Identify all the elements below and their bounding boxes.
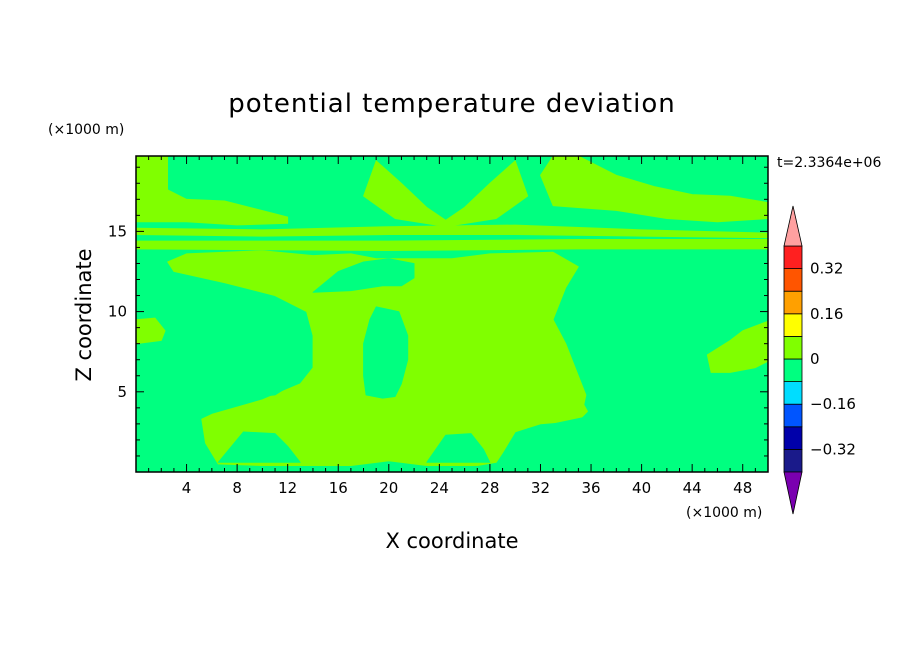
x-tick-label: 24 [430, 479, 449, 497]
colorbar-swatch [783, 381, 803, 405]
colorbar-label: −0.16 [810, 395, 856, 413]
region-left-edge-patch [136, 317, 166, 345]
region-stratosphere-band [136, 224, 768, 239]
x-tick-label: 40 [632, 479, 651, 497]
y-tick-label: 15 [108, 222, 127, 240]
region-center-green [363, 306, 409, 399]
y-tick-label: 10 [108, 303, 127, 321]
region-right-lower-green [502, 272, 768, 467]
x-axis-label: X coordinate [385, 529, 518, 553]
region-right-bump [706, 320, 768, 373]
region-left-top-edge [136, 156, 152, 194]
colorbar-swatch [783, 313, 803, 337]
y-axis-label: Z coordinate [72, 248, 96, 381]
x-tick-label: 20 [379, 479, 398, 497]
x-tick-label: 8 [232, 479, 242, 497]
x-tick-label: 4 [182, 479, 192, 497]
contour-field [136, 156, 768, 472]
x-tick-label: 48 [733, 479, 752, 497]
colorbar-swatch [783, 448, 803, 473]
colorbar-swatch [783, 290, 803, 315]
colorbar-under-arrow [783, 471, 803, 515]
x-axis-unit: (×1000 m) [686, 505, 762, 521]
chart-title: potential temperature deviation [228, 89, 675, 119]
x-tick-label: 44 [683, 479, 702, 497]
region-upper-right-band [540, 156, 768, 223]
colorbar-label: 0.16 [810, 305, 843, 323]
colorbar-label: −0.32 [810, 440, 856, 458]
region-tropopause-band [136, 238, 768, 252]
y-tick-label: 5 [117, 383, 127, 401]
colorbar-label: 0.32 [810, 260, 843, 278]
x-tick-label: 16 [329, 479, 348, 497]
y-axis-unit: (×1000 m) [48, 122, 124, 138]
x-tick-label: 32 [531, 479, 550, 497]
colorbar-swatch [783, 358, 803, 383]
region-upper-middle-green [312, 258, 415, 293]
region-bottom-center-green [426, 433, 491, 463]
colorbar-swatch [783, 403, 803, 428]
colorbar-label: 0 [810, 350, 820, 368]
colorbar: −0.32 −0.16 0 0.16 0.32 [783, 205, 856, 515]
region-upper-left-band [136, 156, 289, 226]
colorbar-swatch [783, 335, 803, 360]
x-tick-label: 28 [480, 479, 499, 497]
colorbar-swatch [783, 268, 803, 292]
time-label: t=2.3364e+06 [777, 155, 881, 171]
region-gravity-wave-fan [363, 160, 529, 228]
x-tick-label: 36 [581, 479, 600, 497]
region-left-middle-green [136, 311, 308, 414]
colorbar-swatch [783, 245, 803, 270]
colorbar-swatch [783, 426, 803, 450]
x-tick-label: 12 [278, 479, 297, 497]
colorbar-over-arrow [783, 205, 803, 247]
region-bottom-left-green [217, 431, 301, 463]
